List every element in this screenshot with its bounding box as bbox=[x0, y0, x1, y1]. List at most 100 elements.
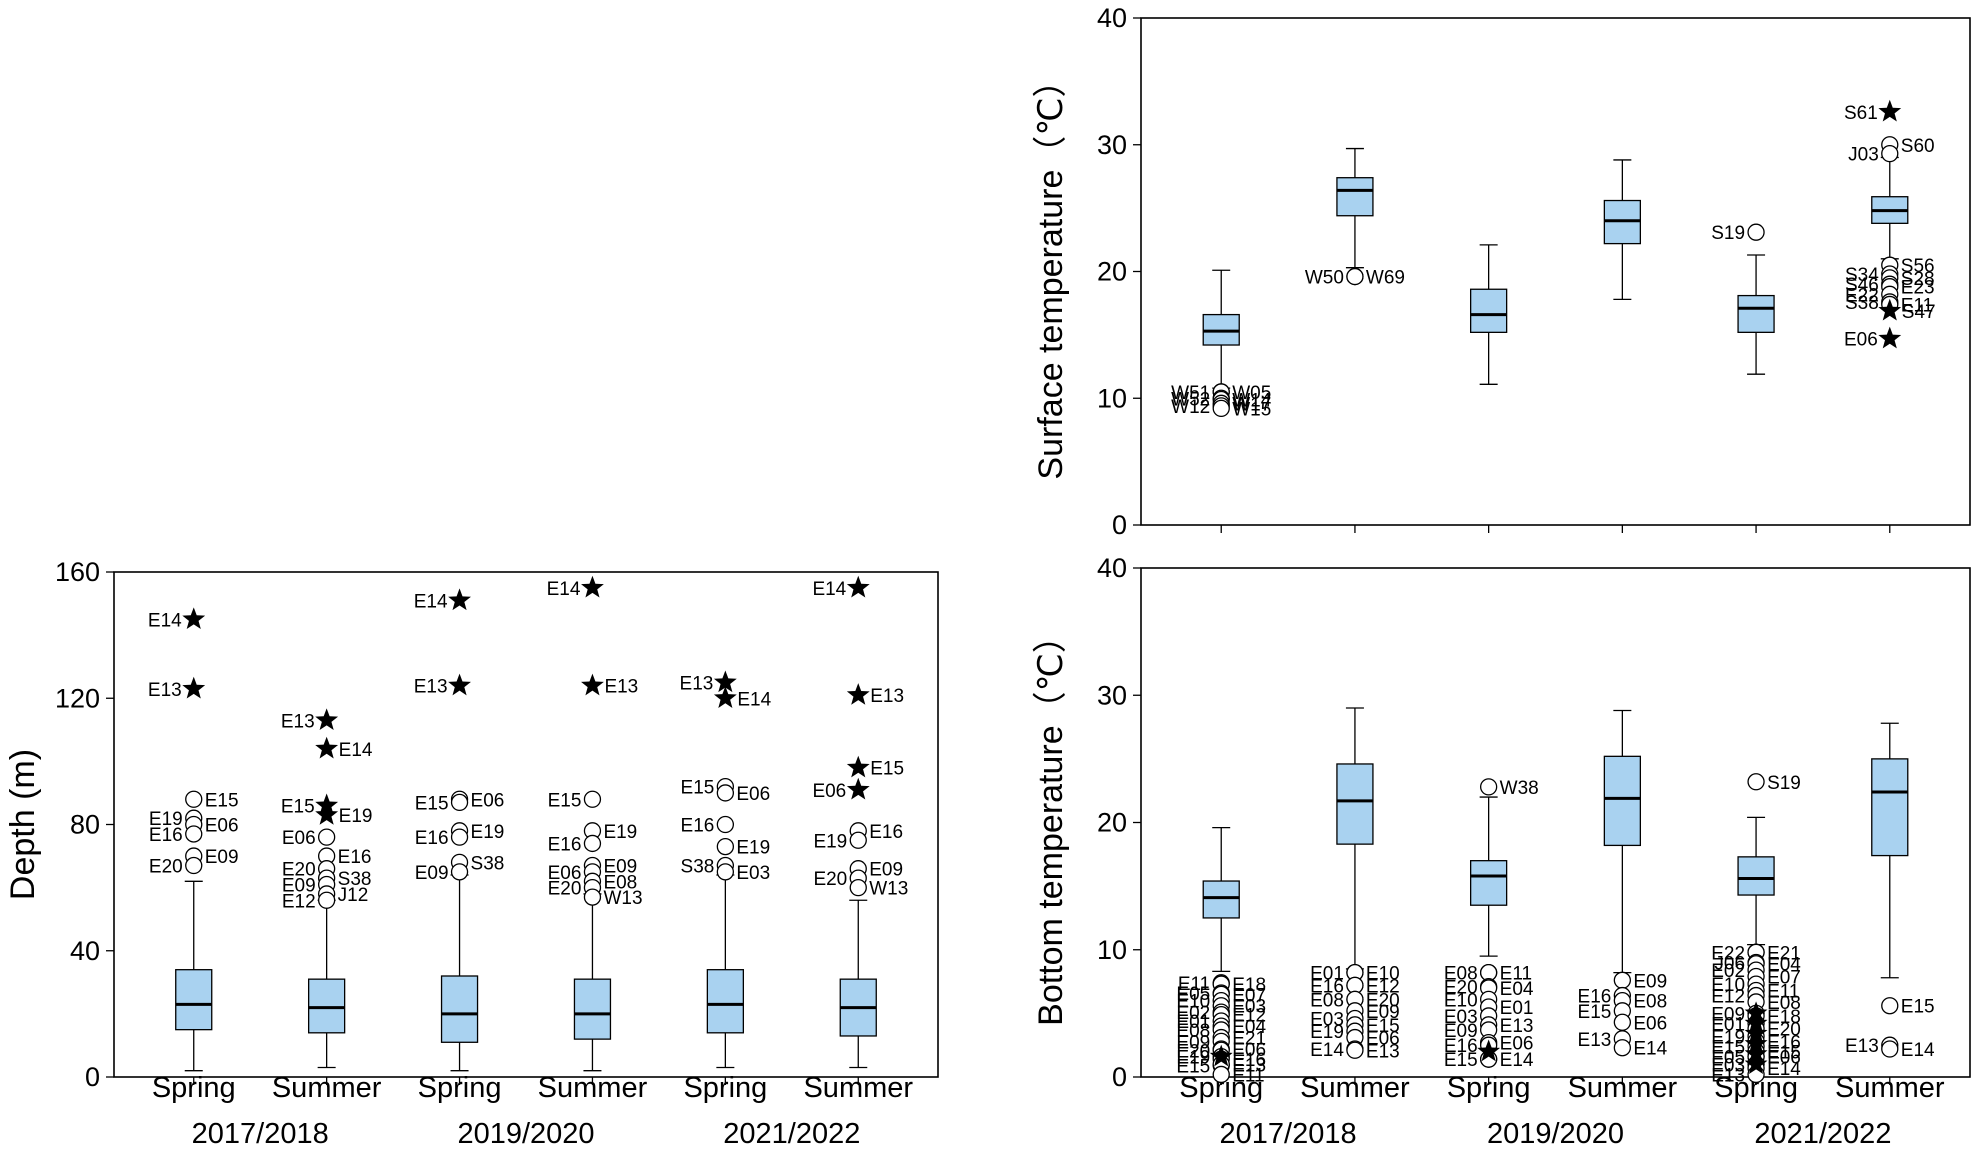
outlier-label: S34 bbox=[1845, 265, 1879, 286]
outlier-label: E06 bbox=[1767, 1048, 1801, 1069]
iqr-box bbox=[1737, 294, 1775, 333]
extreme-star bbox=[713, 670, 737, 693]
outlier-label: W52 bbox=[1171, 389, 1210, 410]
outlier-label: W15 bbox=[1232, 399, 1271, 420]
outlier-point bbox=[583, 888, 602, 906]
outlier-label: E14 bbox=[1901, 1040, 1935, 1061]
outlier-point bbox=[1212, 399, 1230, 418]
iqr-box bbox=[1469, 860, 1508, 906]
outlier-point bbox=[1881, 997, 1899, 1015]
outlier-label: E06 bbox=[1500, 1034, 1534, 1055]
outlier-point bbox=[716, 837, 735, 856]
outlier-label: E16 bbox=[1767, 1032, 1801, 1053]
depth-panel: 0 40 80 120 160 Depth (m) Spring Summer Spring Su… bbox=[4, 557, 939, 1150]
outlier-label: E11 bbox=[1178, 974, 1210, 995]
outlier-point bbox=[1613, 1039, 1632, 1057]
x-category-label: Summer bbox=[1300, 1072, 1410, 1104]
iqr-box bbox=[1603, 755, 1642, 847]
outlier-label: E03 bbox=[1310, 1009, 1344, 1030]
iqr-box bbox=[706, 969, 745, 1034]
outlier-label: E11 bbox=[1232, 1065, 1264, 1086]
box-5: E15 E06 E16 E19 S38 E03 E13 E14 bbox=[680, 670, 772, 1069]
outlier-label: E16 bbox=[415, 828, 449, 849]
outlier-label: E15 bbox=[415, 793, 449, 814]
outlier-label: E04 bbox=[1767, 955, 1801, 976]
box-4: E09 E16 E08 E15 E06 E13 E14 bbox=[1578, 709, 1668, 1060]
outlier-point bbox=[716, 815, 735, 834]
outlier-label: E03 bbox=[1444, 1007, 1478, 1028]
outlier-point bbox=[1613, 1013, 1632, 1031]
outlier-label: E11 bbox=[1767, 981, 1799, 1002]
outlier-label: W69 bbox=[1366, 268, 1405, 289]
extreme-label: E13 bbox=[148, 680, 182, 701]
outlier-point bbox=[1881, 1040, 1899, 1058]
outlier-label: E09 bbox=[282, 875, 316, 896]
outlier-label: E02 bbox=[1176, 1003, 1210, 1024]
outlier-label: E11 bbox=[1500, 964, 1532, 985]
y-tick-label: 0 bbox=[85, 1062, 100, 1092]
bottom-temperature-panel: 0 10 20 30 40 Bottom temperature（℃） Spring Summ… bbox=[1032, 553, 1971, 1150]
y-tick-label: 20 bbox=[1097, 257, 1127, 287]
box-6: E16 E19 E09 E20 W13 E14 E13 E15 E06 bbox=[812, 575, 908, 1069]
outlier-label: E19 bbox=[736, 838, 770, 859]
extreme-star bbox=[182, 676, 206, 699]
outlier-label: E12 bbox=[1711, 987, 1745, 1008]
y-tick-label: 40 bbox=[1097, 553, 1127, 583]
outlier-label: E15 bbox=[1767, 1043, 1801, 1064]
outlier-label: E07 bbox=[1232, 985, 1266, 1006]
outlier-label: E07 bbox=[1767, 967, 1801, 988]
extreme-star bbox=[1744, 1052, 1768, 1074]
outlier-label: E16 bbox=[548, 834, 582, 855]
outlier-label: E05 bbox=[1711, 1048, 1745, 1069]
outlier-label: E09 bbox=[1711, 1004, 1745, 1025]
outlier-label: E01 bbox=[1176, 1012, 1210, 1033]
surface-temperature-panel: 0 10 20 30 40 Surface temperature（℃） W51 W05 W52… bbox=[1032, 3, 1971, 540]
outlier-label: J12 bbox=[338, 885, 369, 906]
extreme-star bbox=[182, 607, 206, 630]
extreme-label: E13 bbox=[414, 677, 448, 698]
box-3: E06 E15 E19 E16 S38 E09 E14 E13 bbox=[414, 588, 505, 1072]
outlier-label: E16 bbox=[1232, 1050, 1266, 1071]
outlier-label: E04 bbox=[1232, 1017, 1266, 1038]
x-category-label: Summer bbox=[1835, 1072, 1945, 1104]
iqr-box bbox=[1336, 177, 1374, 217]
iqr-box bbox=[307, 978, 346, 1034]
outlier-point bbox=[1881, 144, 1899, 163]
box-2: W50 W69 bbox=[1305, 147, 1405, 289]
iqr-box bbox=[573, 978, 612, 1040]
outlier-label: E10 bbox=[1444, 990, 1478, 1011]
outlier-point bbox=[185, 856, 203, 875]
outlier-label: E09 bbox=[205, 847, 239, 868]
extreme-label: E13 bbox=[870, 686, 904, 707]
box-2: E06 E16 E20 S38 E09 J12 E12 E13 E14 E15 E19 bbox=[281, 708, 373, 1069]
outlier-label: E15 bbox=[1366, 1016, 1400, 1037]
x-category-label: Summer bbox=[538, 1072, 648, 1104]
outlier-label: S46 bbox=[1845, 275, 1879, 296]
outlier-point bbox=[185, 825, 203, 843]
outlier-label: E13 bbox=[1845, 1036, 1879, 1057]
extreme-star bbox=[1209, 1044, 1233, 1067]
outlier-label: E22 bbox=[1711, 943, 1745, 964]
outlier-label: E19 bbox=[471, 822, 505, 843]
x-group-label: 2019/2020 bbox=[457, 1118, 594, 1150]
extreme-label: E14 bbox=[812, 579, 846, 600]
outlier-label: E05 bbox=[1176, 984, 1210, 1005]
outlier-label: E21 bbox=[1232, 1029, 1266, 1050]
extreme-label: E06 bbox=[1844, 330, 1878, 351]
y-tick-label: 30 bbox=[1097, 680, 1127, 710]
outlier-label: E06 bbox=[471, 790, 505, 811]
outlier-label: E03 bbox=[736, 863, 770, 884]
iqr-box bbox=[1202, 880, 1240, 919]
y-tick-label: 10 bbox=[1097, 935, 1127, 965]
outlier-label: E09 bbox=[415, 863, 449, 884]
outlier-label: W05 bbox=[1232, 383, 1271, 404]
outlier-label: E09 bbox=[603, 857, 637, 878]
y-axis-title: Depth (m) bbox=[4, 749, 42, 900]
outlier-label: E16 bbox=[1578, 987, 1612, 1008]
outlier-label: E20 bbox=[813, 869, 847, 890]
y-tick-label: 40 bbox=[70, 936, 100, 966]
outlier-point bbox=[450, 863, 469, 881]
